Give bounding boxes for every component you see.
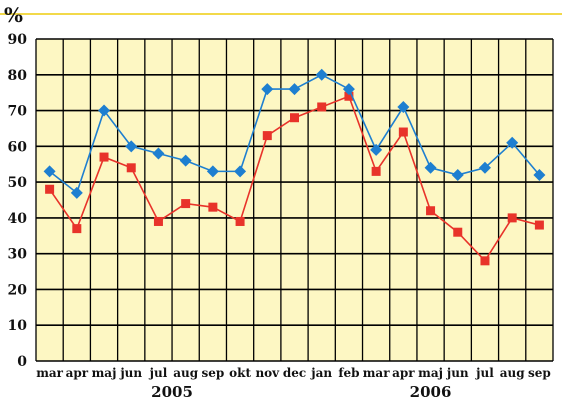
- data-point: [45, 184, 55, 194]
- x-tick-label: mar: [36, 366, 63, 380]
- y-tick-label: 80: [8, 68, 28, 84]
- y-tick-label: 40: [8, 211, 28, 227]
- data-point: [371, 166, 381, 176]
- data-point: [43, 165, 56, 178]
- data-point: [70, 186, 83, 199]
- data-point: [72, 224, 82, 234]
- data-point: [342, 83, 355, 96]
- series-1: [43, 68, 546, 199]
- x-tick-label: apr: [66, 366, 89, 380]
- x-tick-label: okt: [229, 366, 251, 380]
- x-tick-label: jun: [446, 366, 469, 380]
- x-tick-label: aug: [500, 366, 526, 380]
- x-tick-label: maj: [418, 366, 443, 380]
- data-point: [398, 127, 408, 137]
- year-label: 2005: [151, 383, 193, 401]
- y-unit-label: %: [4, 3, 23, 27]
- data-point: [290, 113, 299, 123]
- data-point: [317, 102, 327, 112]
- y-tick-label: 70: [8, 104, 28, 120]
- series-2: [45, 91, 544, 266]
- data-point: [480, 256, 490, 266]
- data-point: [344, 91, 354, 101]
- y-tick-label: 90: [8, 32, 28, 48]
- series-layer: [43, 68, 546, 266]
- data-point: [451, 168, 464, 181]
- x-tick-label: jul: [149, 366, 168, 380]
- x-tick-label: aug: [173, 366, 199, 380]
- data-point: [262, 131, 272, 141]
- data-point: [370, 143, 383, 156]
- data-point: [181, 199, 191, 209]
- year-label: 2006: [410, 383, 452, 401]
- x-tick-label: mar: [363, 366, 390, 380]
- data-point: [506, 136, 519, 149]
- data-point: [153, 216, 163, 226]
- x-tick-label: sep: [201, 366, 224, 380]
- y-tick-label: 10: [8, 318, 28, 334]
- data-point: [206, 165, 219, 178]
- data-point: [315, 68, 328, 81]
- x-tick-label: dec: [283, 366, 306, 380]
- data-point: [126, 163, 136, 173]
- data-point: [288, 83, 301, 96]
- y-tick-label: 0: [17, 354, 27, 370]
- x-tick-label: maj: [92, 366, 117, 380]
- x-tick-label: feb: [338, 366, 359, 380]
- data-point: [397, 100, 410, 113]
- data-point: [478, 161, 491, 174]
- data-point: [125, 140, 138, 153]
- x-tick-label: nov: [255, 366, 280, 380]
- data-point: [235, 216, 245, 226]
- x-axis-tick-labels: mar apr maj jun jul aug sep okt nov dec jan feb mar a…: [36, 366, 551, 380]
- data-point: [99, 152, 109, 162]
- data-point: [208, 202, 218, 212]
- y-tick-label: 20: [8, 282, 28, 298]
- data-point: [179, 154, 192, 167]
- x-tick-label: apr: [392, 366, 415, 380]
- x-tick-label: jan: [310, 366, 332, 380]
- x-tick-label: jul: [475, 366, 494, 380]
- x-tick-label: jun: [119, 366, 142, 380]
- data-point: [534, 220, 544, 230]
- data-point: [507, 213, 517, 223]
- year-labels: 2005 2006: [151, 383, 451, 401]
- data-point: [424, 161, 437, 174]
- grid-lines: [35, 38, 554, 362]
- data-point: [453, 227, 463, 237]
- data-point: [234, 165, 247, 178]
- data-point: [261, 83, 274, 96]
- data-point: [98, 104, 111, 117]
- y-tick-label: 30: [8, 247, 28, 263]
- x-tick-label: sep: [528, 366, 551, 380]
- data-point: [533, 168, 546, 181]
- data-point: [426, 206, 436, 216]
- data-point: [152, 147, 165, 160]
- y-axis-tick-labels: 0 10 20 30 40 50 60 70 80 90: [8, 32, 28, 370]
- y-tick-label: 50: [8, 175, 28, 191]
- y-tick-label: 60: [8, 139, 28, 155]
